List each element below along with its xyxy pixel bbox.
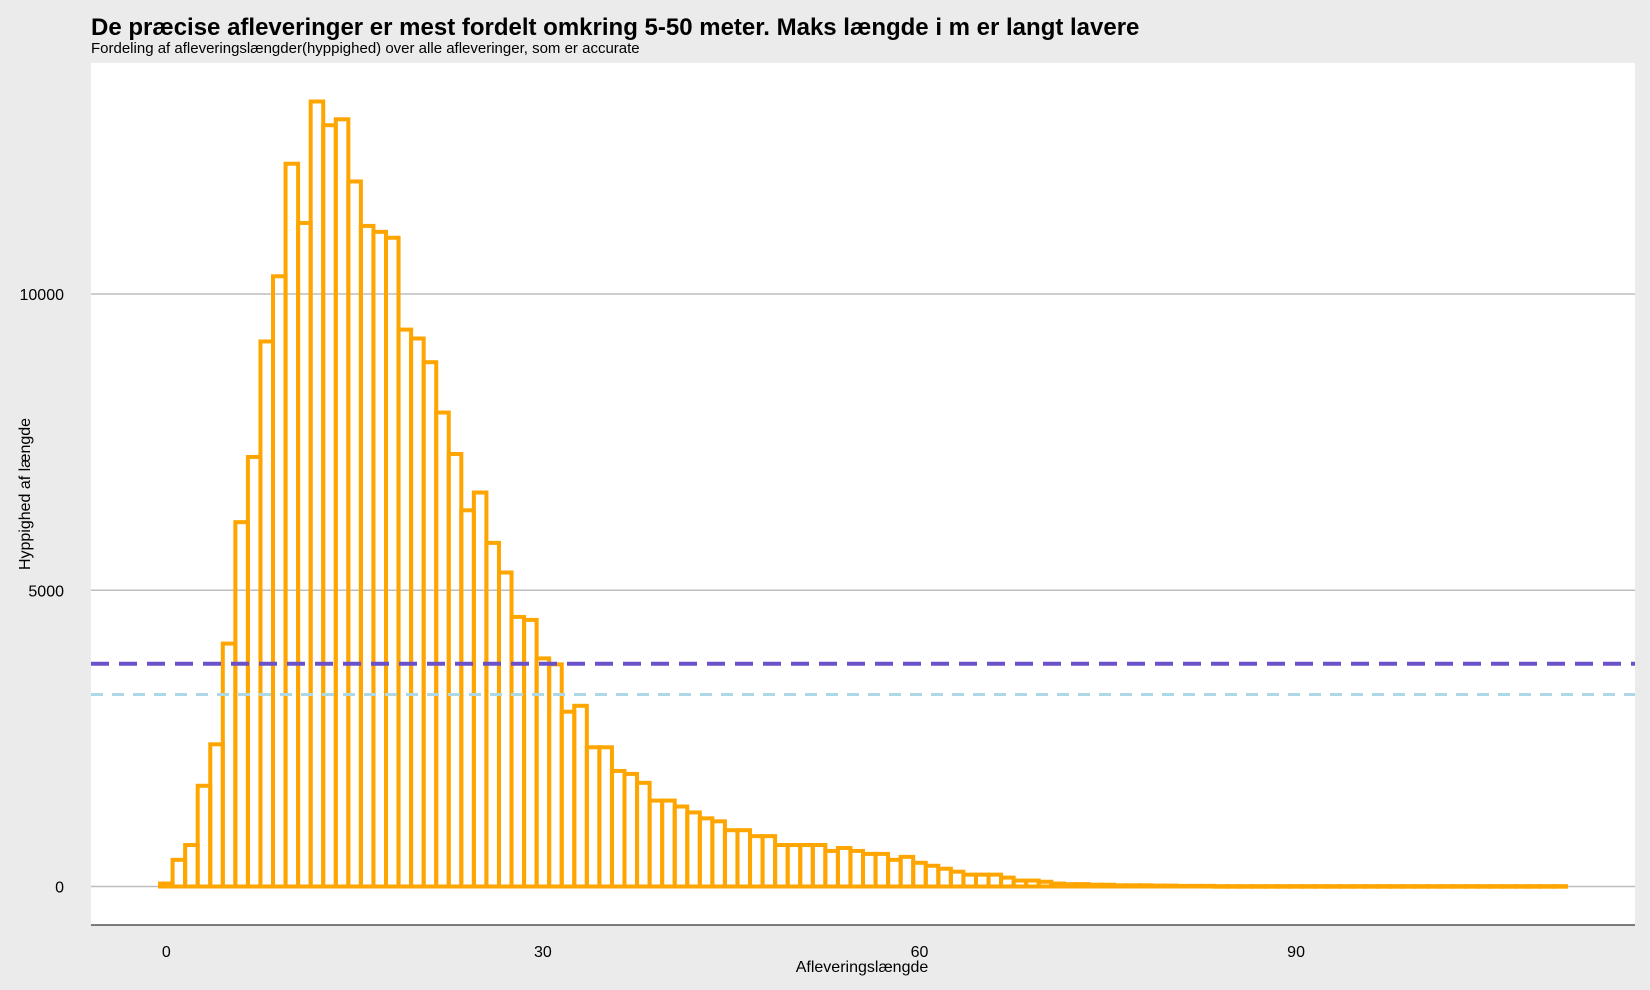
x-tick-label: 30 xyxy=(534,944,552,961)
histogram-bars xyxy=(158,99,1568,889)
y-axis-ticks: 0 5000 10000 xyxy=(20,287,65,896)
x-axis-title: Afleveringslængde xyxy=(796,959,929,976)
x-tick-label: 60 xyxy=(911,944,929,961)
y-tick-label: 10000 xyxy=(20,287,65,304)
x-tick-label: 90 xyxy=(1287,944,1305,961)
chart-title: De præcise afleveringer er mest fordelt … xyxy=(91,14,1140,41)
reference-lines xyxy=(91,661,1635,697)
x-axis-ticks: 0 30 60 90 xyxy=(162,944,1305,961)
y-tick-label: 0 xyxy=(55,879,64,896)
y-tick-label: 5000 xyxy=(28,583,64,600)
chart-subtitle: Fordeling af afleveringslængder(hyppighe… xyxy=(91,40,640,57)
y-axis-title: Hyppighed af længde xyxy=(17,418,34,570)
histogram-bar xyxy=(1551,884,1568,889)
x-tick-label: 0 xyxy=(162,944,171,961)
